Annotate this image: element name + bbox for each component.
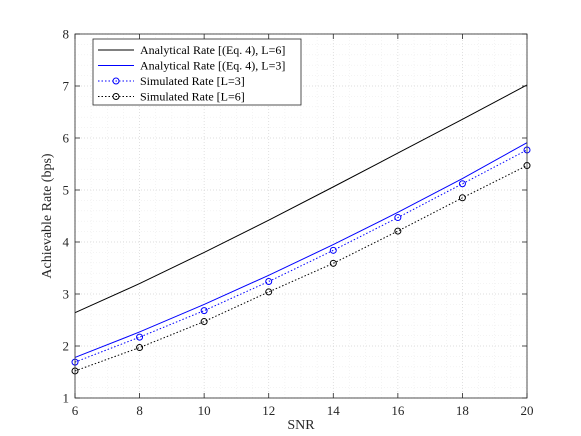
- x-tick-label: 8: [136, 403, 143, 418]
- x-tick-label: 18: [456, 403, 469, 418]
- x-tick-label: 6: [72, 403, 79, 418]
- plot-frame: [74, 33, 528, 399]
- legend-marker-3: [112, 77, 120, 85]
- y-tick-label: 7: [63, 79, 70, 94]
- series-4-point: [265, 288, 273, 296]
- series-4-point: [200, 318, 208, 326]
- series-4-point: [458, 194, 466, 202]
- legend: Analytical Rate [(Eq. 4), L=6] Analytical…: [92, 38, 302, 106]
- legend-marker-4: [112, 93, 120, 100]
- series-line-3: [74, 149, 528, 363]
- axis-ticks: [74, 33, 528, 399]
- y-tick-label: 4: [63, 235, 70, 250]
- y-tick-label: 6: [63, 131, 70, 146]
- y-tick-label: 3: [63, 287, 70, 302]
- x-tick-label: 16: [391, 403, 405, 418]
- series-3-point: [136, 333, 144, 341]
- legend-label-4: Simulated Rate [L=6]: [140, 90, 245, 104]
- y-tick-label: 1: [63, 391, 70, 406]
- y-axis-label: Achievable Rate (bps): [40, 153, 55, 279]
- y-tick-label: 2: [63, 339, 70, 354]
- x-tick-label: 12: [262, 403, 275, 418]
- series-line-2: [74, 142, 528, 358]
- x-tick-label: 14: [327, 403, 341, 418]
- y-tick-label: 5: [63, 183, 70, 198]
- series-4-point: [136, 344, 144, 352]
- series-3-point: [394, 214, 402, 222]
- series-4-point: [394, 227, 402, 235]
- y-axis-tick-labels: 1 2 3 4 5 6 7 8: [63, 27, 70, 406]
- series-3-point: [265, 278, 273, 286]
- series-line-1: [74, 84, 528, 314]
- legend-label-2: Analytical Rate [(Eq. 4), L=3]: [140, 59, 285, 73]
- series-3-point: [458, 180, 466, 188]
- series-4-point: [329, 259, 337, 267]
- x-axis-label: SNR: [287, 418, 315, 433]
- x-axis-tick-labels: 6 8 10 12 14 16 18 20: [72, 403, 534, 418]
- x-tick-label: 20: [521, 403, 534, 418]
- x-tick-label: 10: [198, 403, 211, 418]
- series-3-point: [329, 246, 337, 254]
- y-tick-label: 8: [63, 27, 70, 42]
- legend-label-3: Simulated Rate [L=3]: [140, 74, 245, 88]
- series-3-point: [200, 307, 208, 315]
- series-layer: [71, 84, 531, 375]
- legend-label-1: Analytical Rate [(Eq. 4), L=6]: [140, 43, 285, 57]
